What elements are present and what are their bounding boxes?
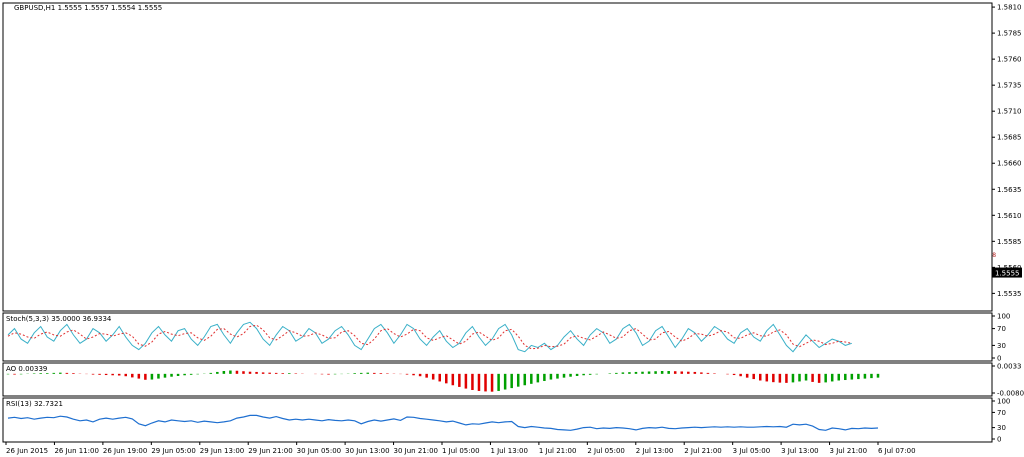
pane-rsi	[2, 397, 993, 443]
price-tick-label: 1.5635	[997, 186, 1022, 194]
indicator-title: AO 0.00339	[6, 365, 47, 373]
time-tick-label: 1 Jul 13:00	[490, 447, 528, 455]
indicator-tick-label: 30	[997, 342, 1006, 350]
time-tick-label: 3 Jul 21:00	[830, 447, 868, 455]
time-tick-label: 29 Jun 13:00	[200, 447, 244, 455]
price-tick-label: 1.5660	[997, 160, 1022, 168]
pane-stoch	[2, 312, 993, 362]
price-tick-label: 1.5735	[997, 82, 1022, 90]
current-price-label: 1.5555	[995, 270, 1020, 278]
indicator-tick-label: 70	[997, 325, 1006, 333]
indicator-tick-label: 0.0033	[997, 363, 1022, 371]
price-tick-label: 1.5810	[997, 4, 1022, 12]
time-tick-label: 2 Jul 21:00	[684, 447, 722, 455]
time-tick-label: 1 Jul 21:00	[539, 447, 577, 455]
indicator-tick-label: 0	[997, 355, 1001, 363]
time-tick-label: 2 Jul 13:00	[636, 447, 674, 455]
indicator-tick-label: 100	[997, 398, 1010, 406]
time-tick-label: 29 Jun 05:00	[151, 447, 195, 455]
indicator-tick-label: 0	[997, 436, 1001, 444]
indicator-title: Stoch(5,3,3) 35.0000 36.9334	[6, 315, 112, 323]
indicator-tick-label: -0.00806	[997, 390, 1024, 398]
time-tick-label: 26 Jun 11:00	[54, 447, 98, 455]
current-price-marker	[992, 267, 1022, 278]
indicator-tick-label: 100	[997, 313, 1010, 321]
price-tick-label: 1.5710	[997, 108, 1022, 116]
time-tick-label: 30 Jun 05:00	[297, 447, 341, 455]
price-tick-label: 1.5760	[997, 56, 1022, 64]
time-tick-label: 30 Jun 13:00	[345, 447, 389, 455]
time-tick-label: 3 Jul 05:00	[733, 447, 771, 455]
time-tick-label: 3 Jul 13:00	[781, 447, 819, 455]
symbol-header: GBPUSD,H1 1.5555 1.5557 1.5554 1.5555	[14, 4, 162, 12]
rsi-line	[7, 414, 879, 431]
pane-main	[2, 2, 993, 312]
price-tick-label: 1.5685	[997, 134, 1022, 142]
price-tick-label: 1.5585	[997, 238, 1022, 246]
stoch-k-line	[7, 321, 852, 353]
stoch-d-line	[7, 324, 852, 350]
time-tick-label: 2 Jul 05:00	[587, 447, 625, 455]
time-tick-label: 26 Jun 19:00	[103, 447, 147, 455]
time-tick-label: 6 Jul 07:00	[878, 447, 916, 455]
time-tick-label: 1 Jul 05:00	[442, 447, 480, 455]
indicator-tick-label: 30	[997, 424, 1006, 432]
price-tick-label: 1.5610	[997, 212, 1022, 220]
indicator-tick-label: 70	[997, 409, 1006, 417]
price-tick-label: 1.5785	[997, 30, 1022, 38]
indicator-title: RSI(13) 32.7321	[6, 400, 63, 408]
time-tick-label: 29 Jun 21:00	[248, 447, 292, 455]
time-tick-label: 26 Jun 2015	[6, 447, 48, 455]
time-tick-label: 30 Jun 21:00	[394, 447, 438, 455]
price-tick-label: 1.5535	[997, 290, 1022, 298]
